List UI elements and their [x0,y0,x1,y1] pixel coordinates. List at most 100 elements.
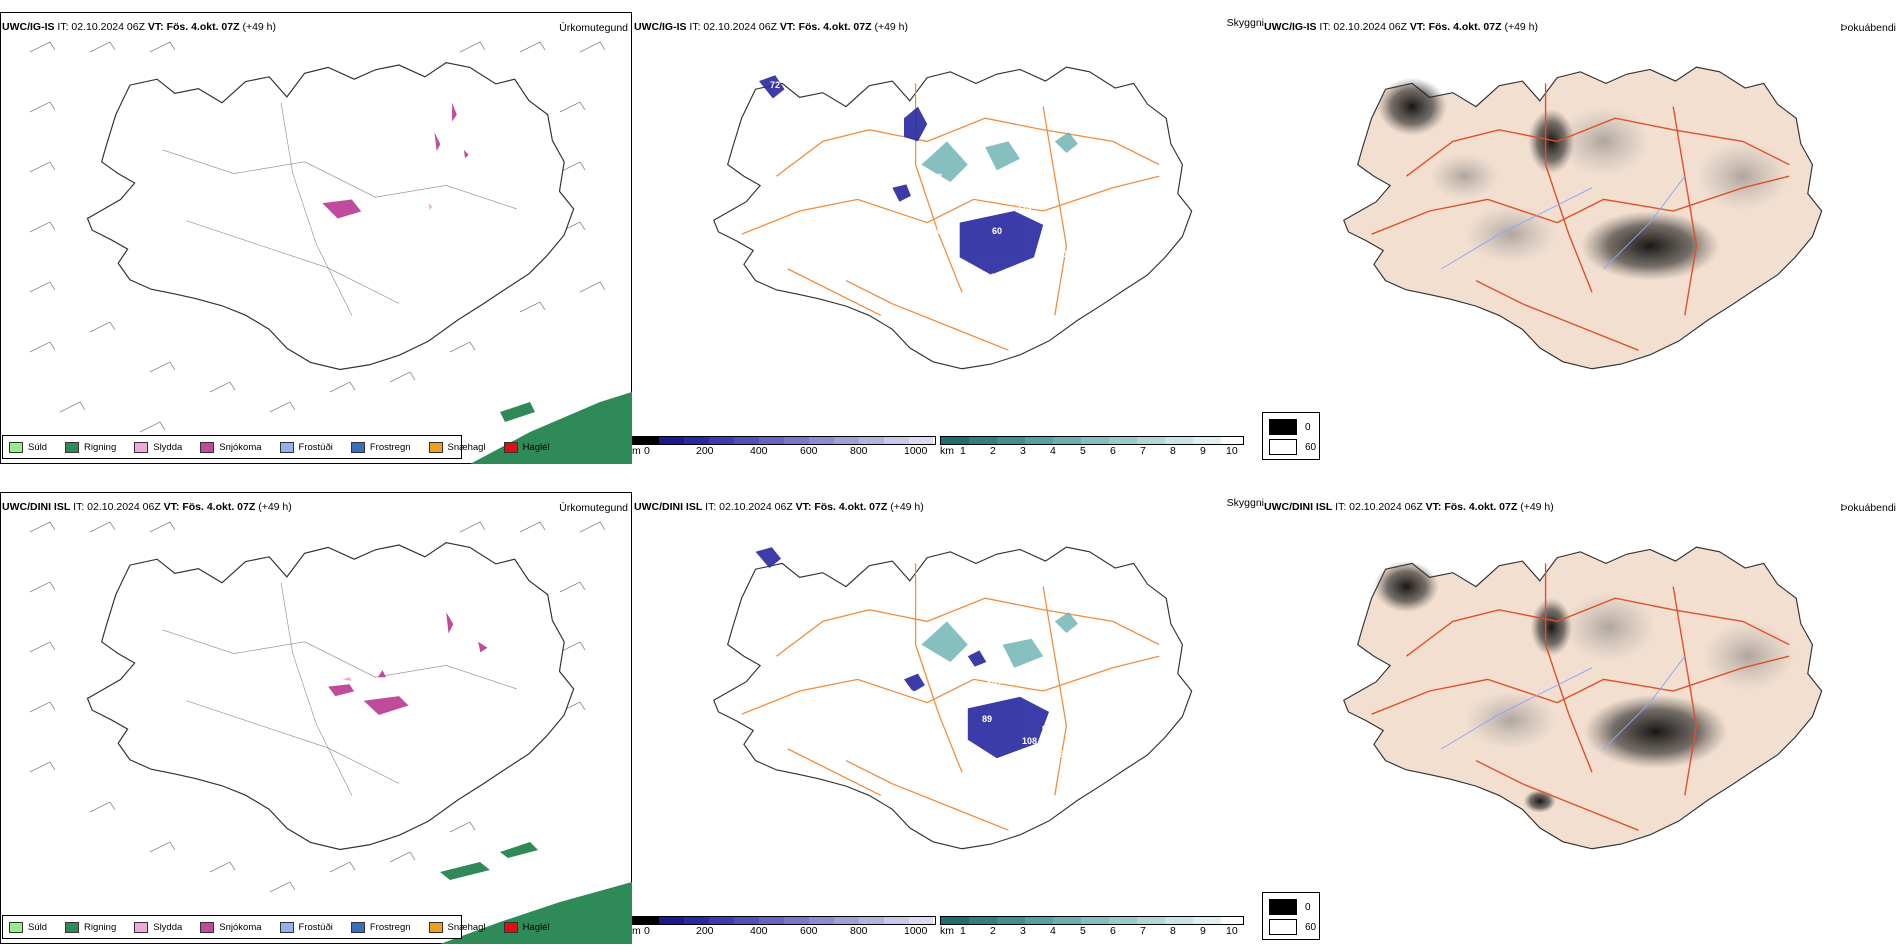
valid-time: VT: Fös. 4.okt. 07Z [795,501,888,513]
init-time: IT: 02.10.2024 06Z [705,501,793,513]
model-name: UWC/DINI ISL [1264,501,1333,513]
tick-label: 2 [990,925,996,937]
legend-label: Frostúði [298,921,333,933]
ceiling-label: 69 [1107,709,1117,719]
legend-swatch [350,921,365,933]
roads [741,563,1160,831]
panel-header: UWC/DINI ISL IT: 02.10.2024 06Z VT: Fös.… [1264,500,1554,514]
fog-legend-label: 0 [1305,421,1311,433]
legend-label: Snjókoma [219,921,262,933]
tick-label: 6 [1110,925,1116,937]
legend-item: Frostúði [279,921,333,933]
fog-legend-swatch [1269,439,1297,455]
fog-map [1343,546,1823,850]
legend-item: Haglél [503,921,550,933]
valid-time: VT: Fös. 4.okt. 07Z [147,21,240,33]
ceiling-colorbar: m 0 200 400 600 800 1000 [632,436,942,464]
valid-time: VT: Fös. 4.okt. 07Z [1409,21,1502,33]
legend-swatch [9,441,23,453]
product-title: Skyggni [1226,497,1264,509]
ceiling-colorbar-cells [632,916,936,925]
panel-header: UWC/IG-IS IT: 02.10.2024 06Z VT: Fös. 4.… [634,20,908,34]
fog-legend-item: 60 [1269,919,1316,935]
init-time: IT: 02.10.2024 06Z [57,21,145,33]
fog-legend-label: 60 [1305,921,1317,933]
panel-fog-dini: UWC/DINI ISL IT: 02.10.2024 06Z VT: Fös.… [1262,492,1900,944]
visibility-colorbar: km 1 2 3 4 5 6 7 8 9 10 [940,436,1260,464]
legend-swatch [65,921,80,933]
fog-legend-item: 0 [1269,899,1311,915]
model-name: UWC/DINI ISL [634,501,703,513]
ceiling-label: 97 [1096,748,1106,758]
legend-item: Haglél [503,441,550,453]
lead-time: (+49 h) [1520,501,1554,513]
fog-legend: 0 60 [1262,892,1320,940]
init-time: IT: 02.10.2024 06Z [1335,501,1423,513]
legend-label: Súld [28,921,48,933]
model-name: UWC/IG-IS [1264,21,1317,33]
panel-visibility-igis: 72 89 78 75 115 101 60 83 100 64 97 100 … [632,12,1264,464]
tick-label: 800 [850,445,868,457]
unit-label: km [940,445,954,457]
precip-type-legend: Súld Rigning Slydda Snjókoma Frostúði Fr… [2,915,550,939]
visibility-map: 60 85 101 89 108 94 118 97 67 109 69 [713,546,1193,850]
valid-time: VT: Fös. 4.okt. 07Z [1425,501,1518,513]
ceiling-label: 100 [1052,249,1067,259]
legend-label: Rigning [84,921,117,933]
tick-label: 400 [750,925,768,937]
model-name: UWC/IG-IS [2,21,55,33]
legend-item: Snæhagl [428,441,486,453]
ceiling-labels: 72 89 78 75 115 101 60 83 100 64 97 100 … [770,80,1097,296]
lead-time: (+49 h) [242,21,277,33]
init-time: IT: 02.10.2024 06Z [73,501,161,513]
tick-label: 200 [696,445,714,457]
legend-item: Snjókoma [200,441,262,453]
legend-label: Haglél [522,441,550,453]
low-visibility-areas [921,612,1078,668]
tick-label: 1000 [904,925,928,937]
tick-label: 10 [1226,445,1238,457]
tick-label: 9 [1200,445,1206,457]
roads [741,83,1160,351]
tick-label: 8 [1170,445,1176,457]
panel-header: UWC/IG-IS IT: 02.10.2024 06Z VT: Fös. 4.… [1264,20,1538,34]
low-ceiling-areas [755,547,1049,759]
product-title: Þokuábendi [1840,502,1896,514]
ceiling-label: 83 [1078,231,1088,241]
legend-swatch [134,921,149,933]
panel-precip-igis: UWC/IG-IS IT: 02.10.2024 06Z VT: Fös. 4.… [0,12,632,464]
legend-label: Haglél [522,921,550,933]
snow-areas [322,102,469,219]
ceiling-label: 75 [942,184,952,194]
unit-label: km [940,925,954,937]
tick-label: 1000 [904,445,928,457]
init-time: IT: 02.10.2024 06Z [1319,21,1407,33]
legend-label: Rigning [84,441,117,453]
roads [1371,83,1790,351]
map-frame [0,492,632,944]
ceiling-label: 67 [1114,732,1124,742]
legend-label: Slydda [153,921,183,933]
ceiling-label: 101 [1024,286,1039,296]
model-name: UWC/DINI ISL [2,501,71,513]
legend-item: Súld [9,921,48,933]
ceiling-label: 109 [1062,764,1077,774]
legend-swatch [200,441,215,453]
legend-item: Slydda [134,441,182,453]
product-title: Úrkomutegund [559,22,628,34]
ceiling-label: 78 [932,172,942,182]
ceiling-label: 85 [910,689,920,699]
rivers [1440,175,1686,270]
tick-label: 7 [1140,925,1146,937]
panel-header: UWC/DINI ISL IT: 02.10.2024 06Z VT: Fös.… [634,500,924,514]
ceiling-colorbar: m 0 200 400 600 800 1000 [632,916,942,944]
tick-label: 400 [750,445,768,457]
legend-swatch [134,441,149,453]
legend-swatch [200,921,215,933]
legend-item: Frostregn [350,921,411,933]
tick-label: 5 [1080,445,1086,457]
ceiling-label: 89 [907,177,917,187]
tick-label: 1 [960,925,966,937]
fog-shading [1377,77,1790,281]
ceiling-label: 108 [1022,736,1037,746]
